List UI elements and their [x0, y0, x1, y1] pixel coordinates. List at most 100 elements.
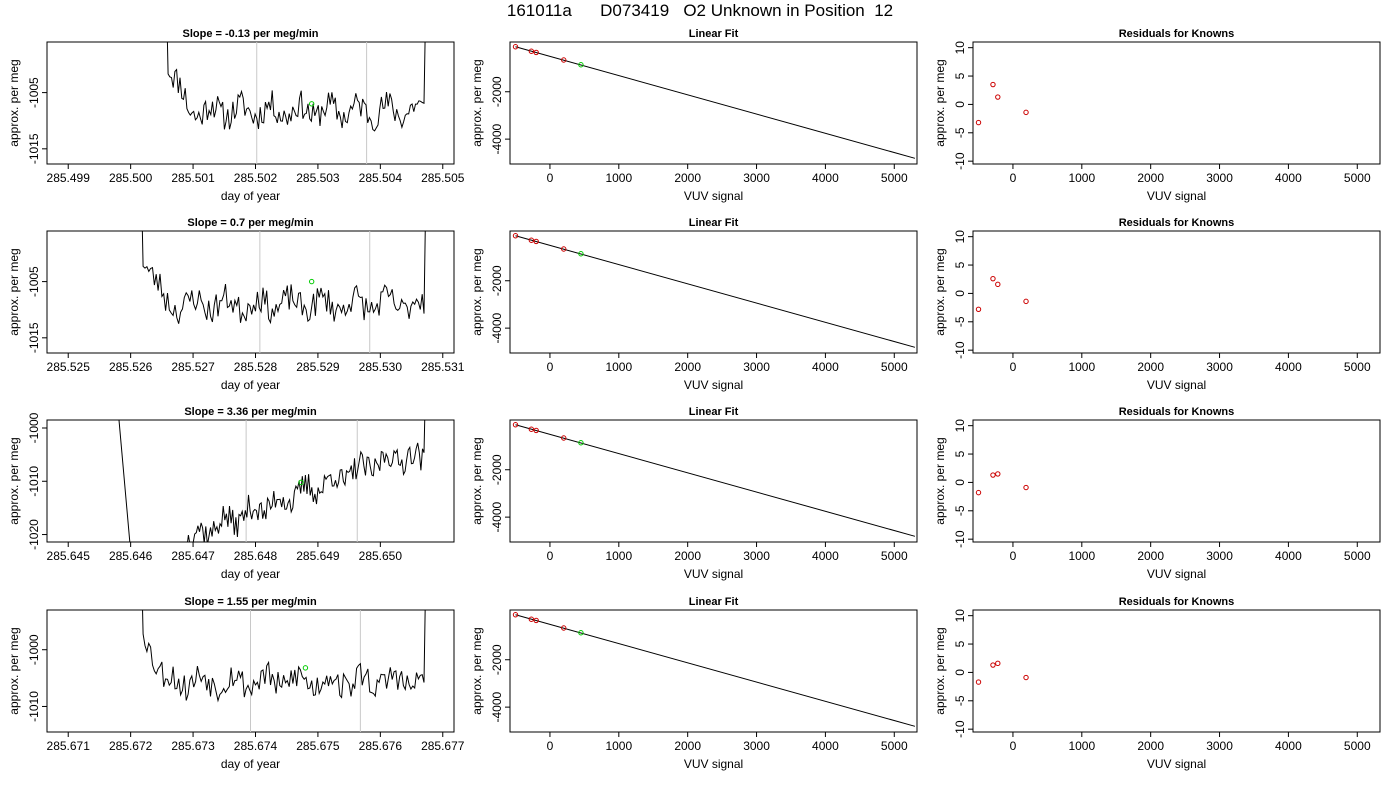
x-tick-label: 3000 — [1206, 360, 1233, 374]
known-point — [995, 281, 1001, 288]
plot-area — [141, 231, 426, 353]
unknown-marker — [308, 101, 315, 107]
plot-frame — [509, 230, 918, 354]
x-axis-label: day of year — [221, 567, 280, 581]
x-axis-label: VUV signal — [684, 757, 743, 771]
x-tick-label: 1000 — [605, 360, 632, 374]
known-point — [512, 612, 519, 618]
y-axis-label: approx. per meg — [933, 627, 947, 714]
x-tick-label: 2000 — [674, 549, 701, 563]
panel-4-1: Slope = 1.55 per meg/min 285.671 285.672 28… — [7, 596, 465, 771]
y-axis-label: approx. per meg — [7, 248, 21, 335]
y-tick-label: 5 — [953, 450, 967, 457]
plot-frame — [972, 609, 1381, 733]
unknown-point — [578, 251, 584, 257]
y-tick-label: -10 — [953, 341, 967, 359]
known-point — [1023, 674, 1029, 681]
y-axis-label: approx. per meg — [7, 437, 21, 524]
x-tick-label: 0 — [547, 360, 554, 374]
y-axis-label: approx. per meg — [470, 59, 484, 146]
x-tick-label: 2000 — [674, 739, 701, 753]
y-tick-label: -2000 — [490, 454, 504, 485]
known-point — [1023, 484, 1029, 491]
panel-title: Residuals for Knowns — [1119, 406, 1235, 418]
plot-frame — [509, 41, 918, 165]
plot-area — [975, 275, 1029, 313]
x-tick-label: 3000 — [743, 739, 770, 753]
x-tick-label: 0 — [547, 549, 554, 563]
known-point — [990, 275, 996, 282]
y-tick-label: -1010 — [27, 466, 41, 497]
fit-line — [515, 235, 916, 348]
plot-frame — [972, 41, 1381, 165]
y-tick-label: -2000 — [490, 265, 504, 296]
known-point — [512, 422, 519, 428]
x-tick-label: 0 — [1010, 171, 1017, 185]
plot-area — [512, 612, 916, 727]
x-tick-label: 5000 — [881, 739, 908, 753]
signal-trace — [141, 231, 426, 325]
x-tick-label: 5000 — [1344, 549, 1371, 563]
x-tick-label: 285.675 — [296, 739, 340, 753]
x-tick-label: 285.671 — [47, 739, 91, 753]
x-tick-label: 285.645 — [47, 549, 91, 563]
x-tick-label: 285.649 — [296, 549, 340, 563]
x-tick-label: 0 — [1010, 549, 1017, 563]
y-tick-label: 0 — [953, 669, 967, 676]
x-tick-label: 285.530 — [359, 360, 403, 374]
x-tick-label: 2000 — [1137, 360, 1164, 374]
y-tick-label: -5 — [953, 127, 967, 138]
x-axis-label: VUV signal — [1147, 378, 1206, 392]
known-point — [561, 435, 567, 441]
x-tick-label: 1000 — [1068, 171, 1095, 185]
plot-area — [975, 81, 1029, 126]
panel-2-2: Linear Fit 0 1000 2000 3000 4000 5000 -2000 -400… — [470, 217, 918, 392]
panel-title: Slope = 3.36 per meg/min — [184, 406, 317, 418]
panel-title: Slope = -0.13 per meg/min — [182, 28, 318, 40]
y-tick-label: -1000 — [27, 634, 41, 665]
y-tick-label: 10 — [953, 41, 967, 55]
x-tick-label: 285.672 — [109, 739, 153, 753]
plot-area — [118, 420, 426, 542]
y-tick-label: 10 — [953, 609, 967, 623]
x-tick-label: 0 — [547, 739, 554, 753]
y-tick-label: -10 — [953, 720, 967, 738]
y-tick-label: 5 — [953, 72, 967, 79]
panel-1-2: Linear Fit 0 1000 2000 3000 4000 5000 -2000 -400… — [470, 28, 918, 203]
y-axis-label: approx. per meg — [933, 437, 947, 524]
panel-3-2: Linear Fit 0 1000 2000 3000 4000 5000 -2000 -400… — [470, 406, 918, 581]
plot-area — [975, 660, 1029, 685]
plot-area — [142, 610, 426, 732]
y-tick-label: -5 — [953, 505, 967, 516]
panel-1-1: Slope = -0.13 per meg/min 285.499 285.500 2… — [7, 28, 465, 203]
y-tick-label: 5 — [953, 261, 967, 268]
x-tick-label: 2000 — [674, 360, 701, 374]
x-tick-label: 4000 — [812, 739, 839, 753]
y-tick-label: 10 — [953, 419, 967, 433]
signal-trace — [118, 420, 426, 542]
known-point — [990, 662, 996, 668]
x-tick-label: 0 — [547, 171, 554, 185]
x-tick-label: 4000 — [1275, 549, 1302, 563]
known-point — [512, 233, 519, 239]
plot-area — [975, 471, 1029, 496]
x-tick-label: 2000 — [1137, 549, 1164, 563]
x-tick-label: 285.528 — [234, 360, 278, 374]
x-tick-label: 285.677 — [421, 739, 465, 753]
x-tick-label: 5000 — [1344, 171, 1371, 185]
y-tick-label: -5 — [953, 695, 967, 706]
plot-frame — [509, 419, 918, 543]
known-point — [561, 625, 567, 631]
x-tick-label: 285.504 — [359, 171, 403, 185]
x-tick-label: 3000 — [1206, 171, 1233, 185]
fit-line — [515, 46, 916, 159]
y-tick-label: -1010 — [27, 691, 41, 722]
panel-title: Linear Fit — [689, 596, 739, 608]
y-tick-label: -10 — [953, 530, 967, 548]
known-point — [512, 44, 519, 50]
x-tick-label: 2000 — [1137, 171, 1164, 185]
y-axis-label: approx. per meg — [470, 627, 484, 714]
known-point — [995, 660, 1001, 667]
plot-frame — [509, 609, 918, 733]
